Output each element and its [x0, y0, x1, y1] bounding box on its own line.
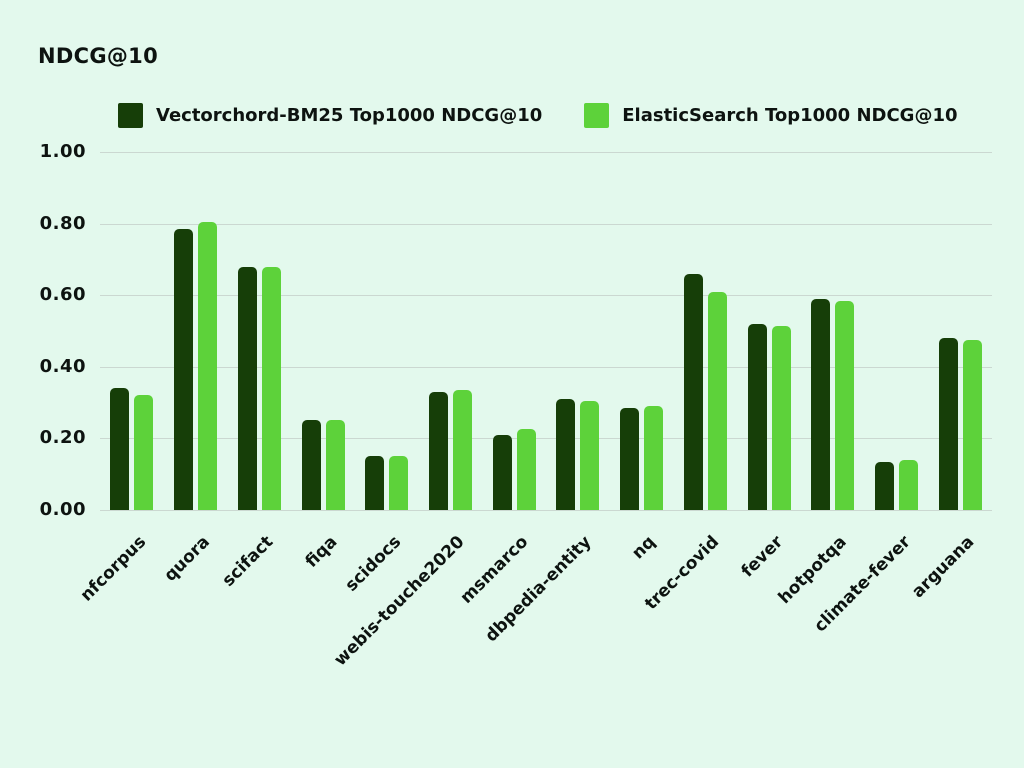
bar-group-nq [610, 152, 674, 510]
x-axis-label-nfcorpus: nfcorpus [76, 532, 150, 606]
x-axis-label-quora: quora [160, 532, 214, 586]
x-axis-label-nq: nq [628, 532, 660, 564]
bar-fiqa-series-1 [325, 420, 345, 510]
bar-hotpotqa-series-0 [811, 299, 831, 510]
bar-climate-fever-series-0 [874, 462, 894, 510]
bar-webis-touche2020-series-0 [428, 392, 448, 510]
bar-nfcorpus-series-1 [134, 395, 154, 510]
legend-label: ElasticSearch Top1000 NDCG@10 [622, 105, 958, 126]
bar-scidocs-series-0 [365, 456, 385, 510]
bar-trec-covid-series-0 [683, 274, 703, 510]
plot-area [100, 152, 992, 511]
gridline [100, 510, 992, 511]
bar-nq-series-0 [620, 408, 640, 510]
bar-fiqa-series-0 [301, 420, 321, 510]
bar-msmarco-series-0 [492, 435, 512, 510]
bar-dbpedia-entity-series-0 [556, 399, 576, 510]
bar-nq-series-1 [644, 406, 664, 510]
chart-title: NDCG@10 [38, 44, 158, 68]
bar-group-fiqa [291, 152, 355, 510]
bar-nfcorpus-series-0 [110, 388, 130, 510]
bar-group-quora [164, 152, 228, 510]
legend-label: Vectorchord-BM25 Top1000 NDCG@10 [156, 105, 543, 126]
bar-fever-series-0 [747, 324, 767, 510]
y-axis-tick: 0.80 [39, 212, 86, 234]
y-axis-tick: 0.40 [39, 355, 86, 377]
bar-group-fever [737, 152, 801, 510]
x-axis-label-scidocs: scidocs [341, 532, 405, 596]
y-axis-tick: 1.00 [39, 141, 86, 162]
bar-msmarco-series-1 [516, 429, 536, 510]
bar-group-webis-touche2020 [419, 152, 483, 510]
x-axis-label-fever: fever [737, 532, 788, 582]
bar-scidocs-series-1 [389, 456, 409, 510]
legend-swatch-icon [584, 103, 610, 128]
x-axis-label-dbpedia-entity: dbpedia-entity [481, 532, 596, 647]
bar-group-hotpotqa [801, 152, 865, 510]
bar-webis-touche2020-series-1 [452, 390, 472, 510]
bar-groups [100, 152, 992, 510]
legend-swatch-icon [118, 103, 143, 128]
gridline [100, 223, 992, 225]
bar-group-trec-covid [673, 152, 737, 510]
bar-group-dbpedia-entity [546, 152, 610, 510]
bar-group-nfcorpus [100, 152, 164, 510]
bar-dbpedia-entity-series-1 [580, 401, 600, 510]
bar-quora-series-1 [198, 222, 218, 510]
bar-arguana-series-0 [938, 338, 958, 510]
x-axis-label-fiqa: fiqa [301, 532, 342, 572]
bar-group-arguana [928, 152, 992, 510]
bar-trec-covid-series-1 [707, 292, 727, 510]
x-axis-label-scifact: scifact [218, 532, 278, 591]
bar-group-msmarco [482, 152, 546, 510]
bar-group-scidocs [355, 152, 419, 510]
gridline [100, 152, 992, 153]
bar-fever-series-1 [771, 326, 791, 510]
gridline [100, 295, 992, 297]
legend: Vectorchord-BM25 Top1000 NDCG@10 ElasticS… [118, 103, 958, 128]
y-axis-tick: 0.20 [39, 427, 86, 449]
bar-group-climate-fever [865, 152, 929, 510]
x-axis-label-webis-touche2020: webis-touche2020 [330, 532, 469, 671]
bar-scifact-series-1 [261, 267, 281, 510]
bar-group-scifact [227, 152, 291, 510]
bar-climate-fever-series-1 [898, 460, 918, 510]
bar-scifact-series-0 [237, 267, 257, 510]
bar-quora-series-0 [174, 229, 194, 510]
y-axis-tick: 0.60 [39, 284, 86, 306]
gridline [100, 438, 992, 440]
bar-hotpotqa-series-1 [835, 301, 855, 510]
gridline [100, 366, 992, 368]
legend-item-1: ElasticSearch Top1000 NDCG@10 [584, 103, 958, 128]
legend-item-0: Vectorchord-BM25 Top1000 NDCG@10 [118, 103, 542, 128]
bar-arguana-series-1 [962, 340, 982, 510]
y-axis-tick: 0.00 [39, 499, 86, 520]
x-axis-label-arguana: arguana [908, 532, 979, 603]
